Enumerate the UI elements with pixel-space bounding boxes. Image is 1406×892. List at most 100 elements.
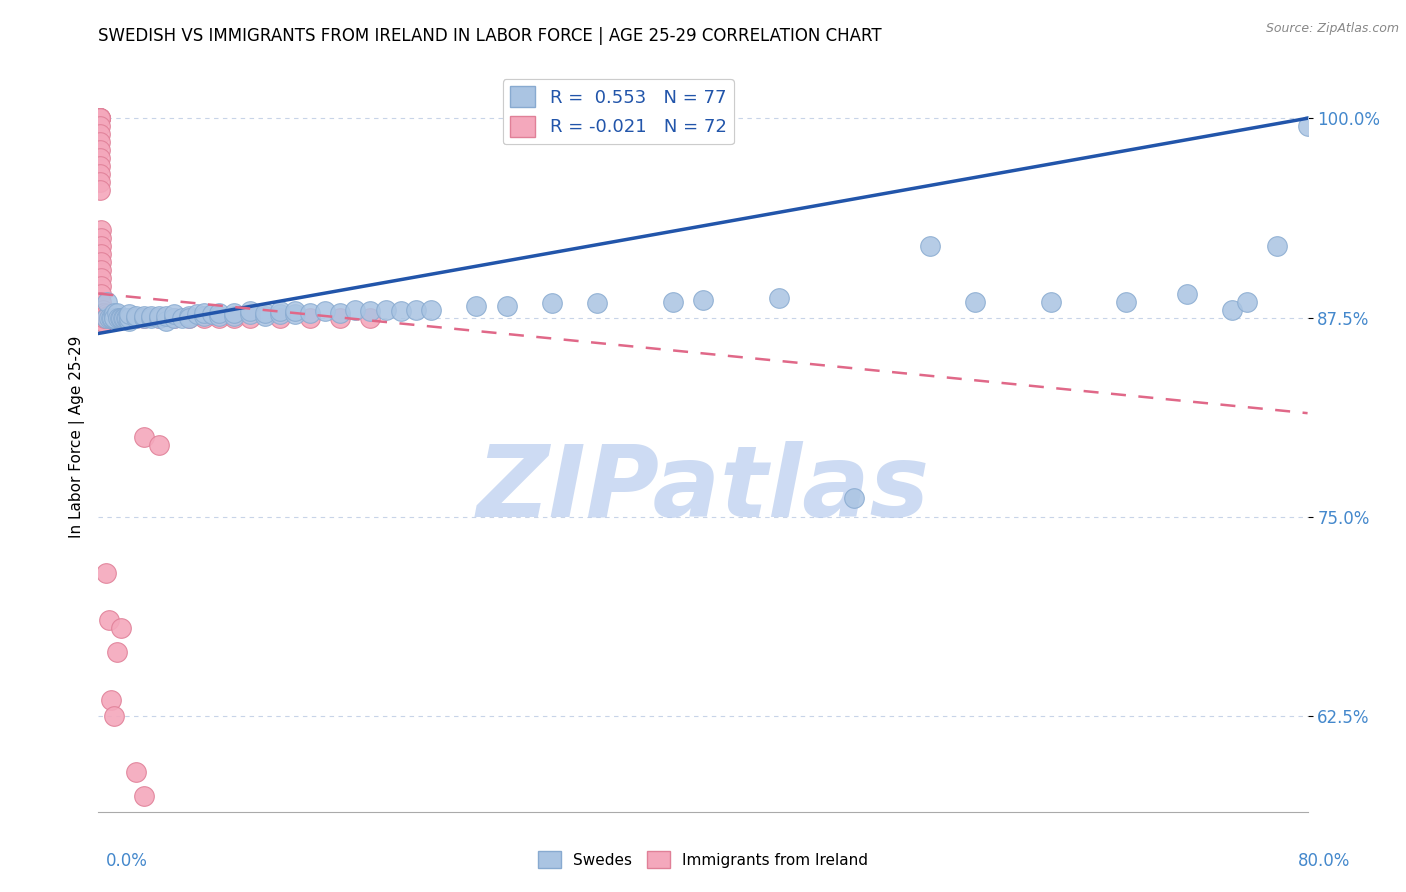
- Point: [201, 307, 224, 321]
- Point: [253, 306, 276, 320]
- Point: [269, 307, 291, 321]
- Point: [239, 307, 262, 321]
- Point: [103, 306, 125, 320]
- Point: [110, 621, 132, 635]
- Legend: R =  0.553   N = 77, R = -0.021   N = 72: R = 0.553 N = 77, R = -0.021 N = 72: [503, 79, 734, 145]
- Point: [269, 310, 291, 325]
- Point: [284, 304, 307, 318]
- Point: [155, 309, 177, 323]
- Point: [98, 310, 121, 325]
- Point: [125, 310, 148, 325]
- Point: [586, 296, 609, 310]
- Text: 0.0%: 0.0%: [105, 852, 148, 870]
- Point: [90, 223, 112, 237]
- Point: [114, 310, 136, 325]
- Point: [132, 430, 155, 444]
- Point: [389, 304, 412, 318]
- Point: [253, 309, 276, 323]
- Point: [94, 310, 117, 325]
- Point: [465, 299, 488, 313]
- Point: [96, 294, 118, 309]
- Point: [329, 306, 352, 320]
- Point: [148, 310, 170, 325]
- Point: [98, 310, 121, 325]
- Text: ZIPatlas: ZIPatlas: [477, 441, 929, 538]
- Point: [148, 438, 170, 452]
- Point: [118, 310, 141, 325]
- Point: [132, 310, 155, 325]
- Point: [405, 302, 427, 317]
- Point: [103, 709, 125, 723]
- Point: [98, 309, 121, 323]
- Point: [107, 310, 129, 325]
- Point: [110, 310, 132, 325]
- Point: [239, 310, 262, 325]
- Point: [208, 306, 231, 320]
- Point: [96, 310, 118, 325]
- Point: [114, 310, 136, 325]
- Point: [100, 693, 122, 707]
- Point: [89, 127, 111, 141]
- Point: [94, 307, 117, 321]
- Point: [90, 254, 112, 268]
- Point: [108, 310, 131, 325]
- Point: [90, 278, 112, 293]
- Point: [89, 112, 111, 126]
- Point: [91, 315, 114, 329]
- Point: [105, 645, 128, 659]
- Point: [94, 310, 117, 325]
- Point: [89, 112, 111, 126]
- Point: [91, 314, 114, 328]
- Point: [112, 310, 135, 325]
- Point: [89, 135, 111, 149]
- Point: [94, 566, 117, 580]
- Point: [89, 112, 111, 126]
- Point: [329, 310, 352, 325]
- Point: [111, 310, 134, 325]
- Point: [208, 310, 231, 325]
- Point: [1175, 286, 1198, 301]
- Point: [224, 310, 246, 325]
- Point: [89, 112, 111, 126]
- Point: [1115, 294, 1137, 309]
- Text: 80.0%: 80.0%: [1298, 852, 1350, 870]
- Text: SWEDISH VS IMMIGRANTS FROM IRELAND IN LABOR FORCE | AGE 25-29 CORRELATION CHART: SWEDISH VS IMMIGRANTS FROM IRELAND IN LA…: [98, 27, 882, 45]
- Point: [1296, 119, 1319, 133]
- Point: [91, 302, 114, 317]
- Point: [360, 310, 382, 325]
- Point: [374, 302, 396, 317]
- Point: [179, 310, 201, 325]
- Point: [98, 614, 121, 628]
- Legend: Swedes, Immigrants from Ireland: Swedes, Immigrants from Ireland: [530, 844, 876, 875]
- Point: [90, 246, 112, 260]
- Point: [344, 302, 367, 317]
- Point: [239, 304, 262, 318]
- Point: [93, 309, 115, 323]
- Point: [105, 310, 128, 325]
- Point: [193, 306, 215, 320]
- Point: [1236, 294, 1258, 309]
- Point: [89, 119, 111, 133]
- Point: [103, 310, 125, 325]
- Point: [118, 314, 141, 328]
- Point: [148, 310, 170, 325]
- Point: [360, 304, 382, 318]
- Point: [284, 307, 307, 321]
- Point: [170, 310, 193, 325]
- Point: [100, 310, 122, 325]
- Point: [125, 310, 148, 325]
- Point: [90, 231, 112, 245]
- Point: [103, 310, 125, 325]
- Point: [540, 296, 562, 310]
- Point: [90, 294, 112, 309]
- Point: [179, 309, 201, 323]
- Point: [141, 309, 163, 323]
- Point: [132, 789, 155, 803]
- Point: [101, 310, 124, 325]
- Point: [89, 167, 111, 181]
- Point: [299, 306, 322, 320]
- Point: [89, 175, 111, 189]
- Point: [91, 306, 114, 320]
- Point: [125, 764, 148, 779]
- Point: [89, 112, 111, 126]
